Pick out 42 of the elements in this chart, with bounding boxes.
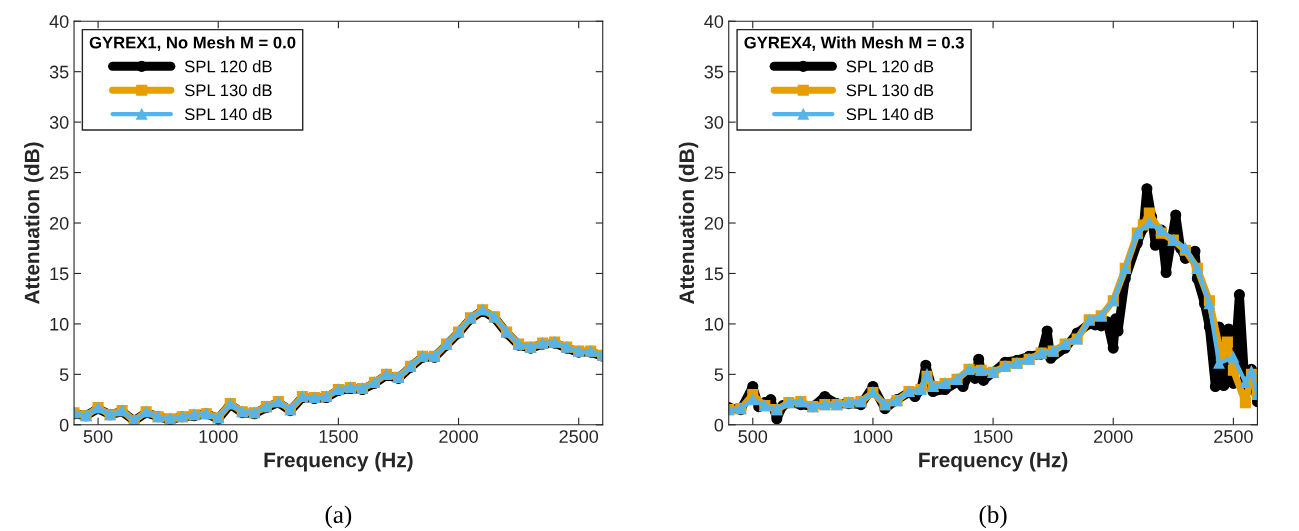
text: (b): [979, 505, 1007, 529]
x-tick-label: 2500: [559, 430, 599, 443]
y-axis-title: Attenuation (dB): [24, 142, 44, 305]
y-tick-label: 40: [49, 15, 69, 28]
x-axis-title: Frequency (Hz): [264, 452, 413, 472]
x-tick-label: 2000: [439, 430, 478, 443]
x-tick-label: 1000: [854, 430, 893, 443]
legend-label: SPL 120 dB: [846, 60, 934, 73]
legend-label: SPL 130 dB: [846, 83, 934, 97]
legend-title: GYREX4, With Mesh M = 0.3: [744, 36, 964, 51]
y-axis-title: Attenuation (dB): [678, 142, 699, 305]
x-tick-label: 500: [738, 430, 768, 443]
y-tick-label: 0: [714, 418, 724, 432]
legend-label: SPL 120 dB: [184, 60, 272, 73]
text: (a): [325, 505, 352, 529]
y-tick-label: 15: [705, 267, 724, 281]
x-tick-label: 1500: [974, 430, 1013, 443]
y-tick-label: 0: [59, 418, 69, 432]
y-tick-label: 10: [50, 317, 69, 331]
y-tick-label: 5: [59, 368, 69, 382]
legend-title: GYREX1, No Mesh M = 0.0: [89, 36, 296, 51]
y-tick-label: 20: [704, 216, 724, 230]
x-tick-label: 2500: [1214, 430, 1253, 443]
x-tick-label: 1500: [319, 430, 358, 443]
y-tick-label: 15: [50, 267, 69, 281]
x-tick-label: 500: [83, 430, 113, 443]
x-tick-label: 2000: [1094, 430, 1133, 443]
y-tick-label: 30: [49, 116, 69, 129]
y-tick-label: 5: [714, 368, 724, 382]
y-tick-label: 25: [704, 166, 724, 180]
y-tick-label: 30: [704, 116, 724, 129]
legend-label: SPL 140 dB: [846, 107, 934, 121]
legend-label: SPL 130 dB: [184, 83, 272, 97]
x-tick-label: 1000: [199, 430, 238, 443]
y-tick-label: 10: [705, 317, 724, 331]
y-tick-label: 35: [49, 65, 69, 79]
y-tick-label: 35: [704, 65, 724, 79]
y-tick-label: 25: [50, 166, 69, 180]
y-tick-label: 40: [704, 15, 724, 28]
legend-label: SPL 140 dB: [184, 107, 272, 121]
y-tick-label: 20: [50, 216, 69, 230]
x-axis-title: Frequency (Hz): [919, 452, 1068, 472]
